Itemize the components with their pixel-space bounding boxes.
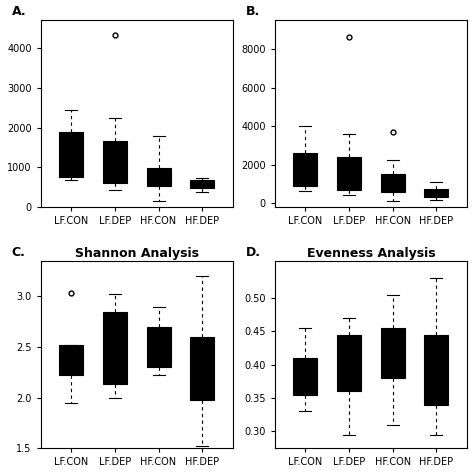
PathPatch shape (146, 168, 171, 186)
PathPatch shape (190, 180, 214, 189)
Title: Shannon Analysis: Shannon Analysis (75, 247, 199, 260)
PathPatch shape (103, 311, 127, 384)
Text: D.: D. (246, 246, 261, 259)
PathPatch shape (293, 358, 318, 395)
Text: C.: C. (12, 246, 26, 259)
PathPatch shape (424, 189, 448, 197)
PathPatch shape (381, 174, 405, 191)
PathPatch shape (146, 327, 171, 367)
PathPatch shape (381, 328, 405, 378)
PathPatch shape (59, 132, 83, 177)
PathPatch shape (337, 335, 361, 392)
PathPatch shape (424, 335, 448, 405)
Title: Evenness Analysis: Evenness Analysis (307, 247, 435, 260)
Text: A.: A. (12, 5, 27, 18)
PathPatch shape (103, 142, 127, 183)
PathPatch shape (190, 337, 214, 400)
PathPatch shape (293, 153, 318, 186)
PathPatch shape (337, 157, 361, 190)
Text: B.: B. (246, 5, 260, 18)
PathPatch shape (59, 345, 83, 375)
